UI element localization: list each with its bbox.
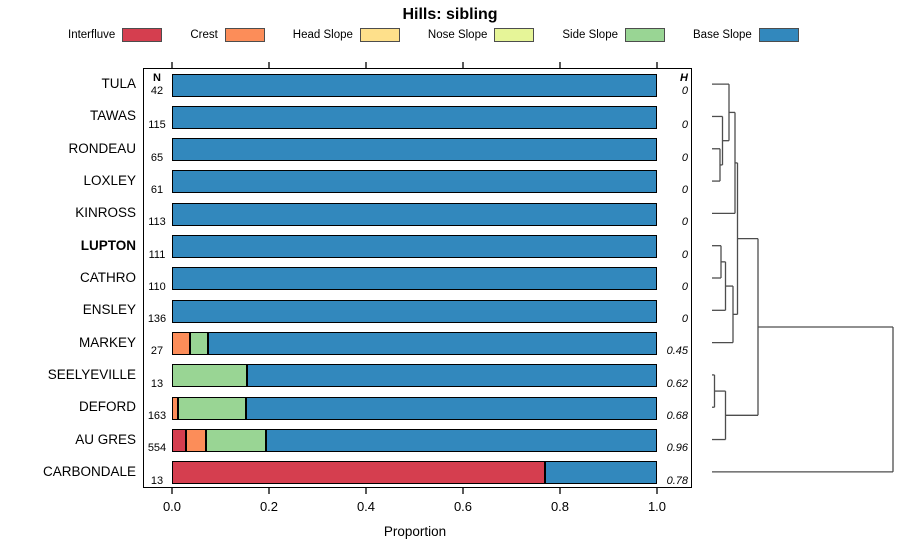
- legend-label: Base Slope: [693, 29, 752, 41]
- row-label: CARBONDALE: [42, 463, 136, 479]
- h-value: 0: [681, 85, 688, 97]
- h-value: 0.62: [666, 377, 688, 390]
- bar-segment: [172, 138, 657, 162]
- bar-segment: [246, 364, 657, 388]
- row-label: MARKEY: [78, 334, 136, 350]
- h-value: 0: [681, 313, 688, 326]
- bar-segment: [544, 461, 657, 485]
- row-label: RONDEAU: [68, 140, 136, 156]
- row-label: DEFORD: [79, 399, 136, 415]
- h-value: 0: [681, 119, 688, 132]
- n-value: 111: [148, 248, 166, 261]
- x-tick-label: 0.6: [453, 499, 473, 514]
- n-value: 163: [147, 410, 167, 423]
- bar-segment: [172, 105, 657, 129]
- legend-label: Interfluve: [68, 29, 116, 41]
- bar-segment: [172, 428, 187, 452]
- n-value: 42: [150, 85, 164, 97]
- row-label: CATHRO: [80, 270, 136, 285]
- legend-swatch: [122, 28, 163, 42]
- n-value: 136: [147, 313, 167, 326]
- row-label: AU GRES: [75, 431, 136, 447]
- h-value: 0: [681, 216, 688, 229]
- bar-segment: [172, 202, 657, 226]
- h-value: 0: [681, 248, 688, 261]
- n-value: 13: [150, 474, 164, 487]
- x-tick-label: 0.8: [550, 499, 570, 514]
- n-value: 113: [148, 216, 166, 229]
- x-tick-label: 0.2: [259, 499, 279, 514]
- bar-segment: [177, 396, 247, 420]
- bar-segment: [189, 331, 208, 355]
- n-value: 65: [150, 151, 164, 164]
- legend-label: Head Slope: [292, 29, 353, 41]
- row-label: SEELYEVILLE: [47, 366, 136, 382]
- legend-label: Nose Slope: [427, 29, 488, 41]
- bar-segment: [207, 331, 657, 355]
- legend-swatch: [359, 28, 400, 42]
- chart-title: Hills: sibling: [402, 6, 498, 23]
- h-value: 0.96: [666, 442, 688, 455]
- h-value: 0.45: [666, 345, 688, 358]
- legend-item: Crest: [190, 28, 265, 42]
- n-column-header: N: [153, 72, 161, 84]
- bar-segment: [172, 235, 657, 259]
- n-value: 554: [147, 442, 167, 455]
- h-value: 0: [681, 280, 688, 293]
- legend-item: Nose Slope: [427, 28, 535, 42]
- x-tick-label: 0.4: [356, 499, 376, 514]
- n-value: 27: [150, 345, 164, 358]
- row-label: KINROSS: [75, 205, 136, 221]
- n-value: 61: [150, 183, 164, 196]
- bar-segment: [186, 428, 206, 452]
- legend-item: Head Slope: [293, 28, 400, 42]
- bar-segment: [246, 396, 657, 420]
- x-tick-label: 1.0: [647, 499, 667, 514]
- bar-segment: [172, 364, 247, 388]
- legend-swatch: [625, 28, 665, 42]
- h-value: 0.68: [666, 410, 688, 423]
- n-value: 110: [148, 280, 166, 293]
- bar-segment: [172, 299, 657, 323]
- x-axis-title: Proportion: [383, 524, 447, 539]
- bar-segment: [172, 267, 657, 291]
- bar-segment: [172, 170, 657, 194]
- legend-swatch: [758, 28, 799, 42]
- h-value: 0.78: [666, 474, 688, 487]
- row-label: ENSLEY: [82, 302, 136, 318]
- h-value: 0: [681, 183, 688, 196]
- legend-label: Crest: [190, 29, 218, 41]
- x-tick-label: 0.0: [162, 499, 182, 514]
- legend-swatch: [224, 28, 265, 42]
- bar-segment: [172, 461, 545, 485]
- bar-segment: [172, 396, 178, 420]
- bar-segment: [172, 73, 657, 97]
- legend-item: Interfluve: [68, 28, 163, 42]
- bar-segment: [172, 331, 190, 355]
- row-label: TULA: [101, 76, 136, 92]
- legend-swatch: [494, 28, 535, 42]
- legend: Interfluve Crest Head Slope Nose Slope Side …: [68, 26, 827, 44]
- bar-segment: [265, 428, 657, 452]
- legend-label: Side Slope: [562, 29, 618, 41]
- bar-segment: [205, 428, 266, 452]
- row-label: TAWAS: [90, 108, 136, 124]
- row-label: LUPTON: [80, 237, 136, 253]
- n-value: 115: [148, 119, 166, 132]
- n-value: 13: [150, 377, 164, 390]
- legend-item: Side Slope: [562, 28, 665, 42]
- row-label: LOXLEY: [83, 173, 136, 189]
- legend-item: Base Slope: [693, 28, 799, 42]
- h-column-header: H: [680, 72, 688, 84]
- h-value: 0: [681, 151, 688, 164]
